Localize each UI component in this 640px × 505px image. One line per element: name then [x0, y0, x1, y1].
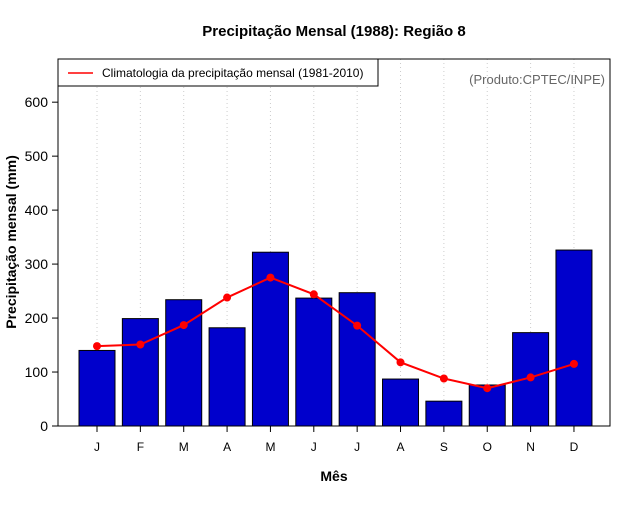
climatology-point-5	[309, 290, 318, 299]
climatology-point-11	[569, 359, 578, 368]
y-tick-label: 200	[25, 310, 49, 326]
x-tick-label-6: J	[354, 440, 360, 454]
bar-J-6	[338, 292, 376, 427]
chart-title: Precipitação Mensal (1988): Região 8	[202, 23, 465, 40]
x-tick-label-11: D	[570, 440, 579, 454]
bar-A-7	[382, 378, 420, 427]
bar-M-2	[165, 299, 203, 427]
x-tick-label-0: J	[94, 440, 100, 454]
x-tick-label-7: A	[397, 440, 405, 454]
climatology-series	[93, 273, 578, 393]
bar-series	[78, 249, 593, 427]
y-axis: 0 100 200 300 400 500 600	[25, 94, 59, 434]
legend-box	[57, 58, 379, 87]
bar-D-11	[555, 249, 593, 427]
bar-J-0	[78, 349, 116, 427]
climatology-point-7	[396, 358, 405, 367]
x-tick-label-2: M	[179, 440, 189, 454]
climatology-point-8	[439, 374, 448, 383]
climatology-point-0	[93, 342, 101, 351]
climatology-point-4	[266, 273, 275, 282]
y-tick-label: 600	[25, 94, 49, 110]
y-axis-label: Precipitação mensal (mm)	[3, 155, 19, 329]
x-tick-label-10: N	[526, 440, 535, 454]
climatology-line	[96, 276, 575, 390]
x-tick-label-5: J	[311, 440, 317, 454]
x-tick-label-4: M	[265, 440, 275, 454]
climatology-point-10	[526, 373, 535, 382]
climatology-point-3	[223, 293, 232, 302]
bar-S-8	[425, 400, 463, 427]
x-tick-label-9: O	[483, 440, 492, 454]
legend-entry: Climatologia da precipitação mensal (198…	[102, 66, 363, 80]
bar-F-1	[121, 318, 159, 427]
x-axis-label: Mês	[320, 468, 347, 484]
x-tick-label-3: A	[223, 440, 231, 454]
bar-J-5	[295, 297, 333, 427]
y-tick-label: 400	[25, 202, 49, 218]
legend: Climatologia da precipitação mensal (198…	[57, 58, 379, 87]
x-tick-label-8: S	[440, 440, 448, 454]
y-tick-label: 500	[25, 148, 49, 164]
x-tick-label-1: F	[137, 440, 144, 454]
climatology-point-1	[136, 340, 145, 349]
climatology-point-6	[353, 321, 362, 330]
y-tick-label: 100	[25, 364, 49, 380]
y-tick-label: 300	[25, 256, 49, 272]
y-tick-label: 0	[40, 418, 48, 434]
source-annotation: (Produto:CPTEC/INPE)	[469, 72, 605, 87]
climatology-point-9	[483, 384, 492, 393]
climatology-point-2	[179, 321, 188, 330]
bar-A-3	[208, 327, 246, 427]
